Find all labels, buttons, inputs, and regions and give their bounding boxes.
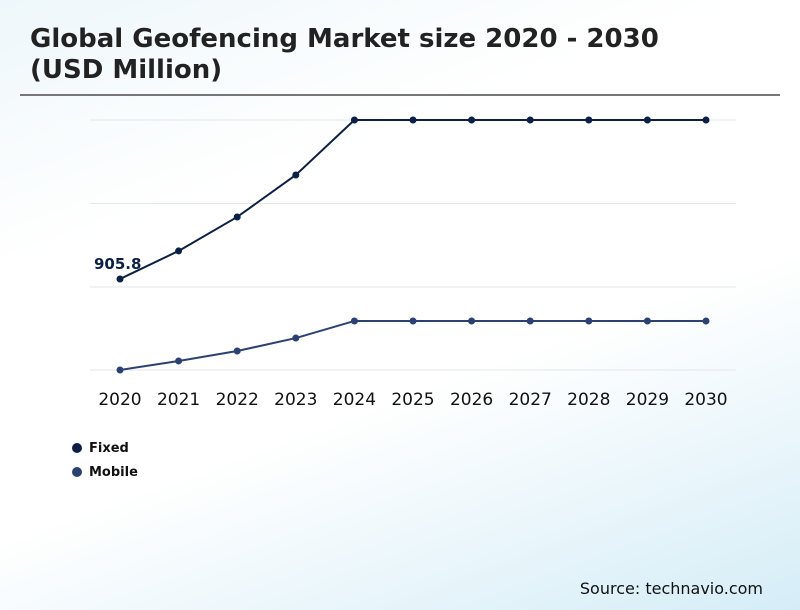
legend-label: Fixed: [89, 440, 129, 456]
x-tick-label: 2023: [274, 390, 317, 410]
data-point-mobile: [233, 347, 241, 355]
source-note: Source: technavio.com: [579, 579, 763, 598]
legend-item-fixed[interactable]: Fixed: [72, 436, 138, 460]
x-tick-label: 2029: [626, 390, 669, 410]
data-point-mobile: [350, 317, 358, 325]
x-tick-label: 2022: [216, 390, 259, 410]
data-point-mobile: [468, 317, 476, 325]
data-label: 905.8: [94, 255, 141, 273]
data-point-fixed: [116, 275, 124, 283]
data-point-mobile: [409, 317, 417, 325]
line-chart: 2020 2021 2022 2023 2024 2025 2026 2027 2028 2029…: [90, 116, 736, 410]
data-point-mobile: [585, 317, 593, 325]
data-point-mobile: [175, 357, 183, 365]
x-tick-label: 2030: [684, 390, 727, 410]
data-point-mobile: [292, 334, 300, 342]
data-point-fixed: [292, 171, 300, 179]
data-point-mobile: [643, 317, 651, 325]
data-point-fixed: [702, 116, 710, 124]
series-line-mobile: [119, 319, 706, 371]
data-point-fixed: [468, 116, 476, 124]
data-point-mobile: [702, 317, 710, 325]
data-point-fixed: [175, 247, 183, 255]
title-divider: [20, 94, 780, 96]
data-point-mobile: [526, 317, 534, 325]
legend-label: Mobile: [89, 464, 138, 480]
data-point-fixed: [526, 116, 534, 124]
legend-marker-mobile: [72, 467, 82, 477]
data-point-fixed: [643, 116, 651, 124]
x-tick-label: 2026: [450, 390, 493, 410]
x-tick-label: 2020: [98, 390, 141, 410]
x-tick-label: 2025: [391, 390, 434, 410]
x-tick-label: 2027: [509, 390, 552, 410]
legend: Fixed Mobile: [72, 436, 138, 484]
data-point-mobile: [116, 366, 124, 374]
data-point-fixed: [350, 116, 358, 124]
legend-marker-fixed: [72, 443, 82, 453]
x-tick-label: 2028: [567, 390, 610, 410]
x-tick-label: 2024: [333, 390, 376, 410]
chart-title: Global Geofencing Market size 2020 - 203…: [30, 24, 659, 85]
data-point-fixed: [409, 116, 417, 124]
series-line-fixed: [119, 119, 706, 280]
x-tick-label: 2021: [157, 390, 200, 410]
data-point-fixed: [233, 213, 241, 221]
data-point-fixed: [585, 116, 593, 124]
legend-item-mobile[interactable]: Mobile: [72, 460, 138, 484]
